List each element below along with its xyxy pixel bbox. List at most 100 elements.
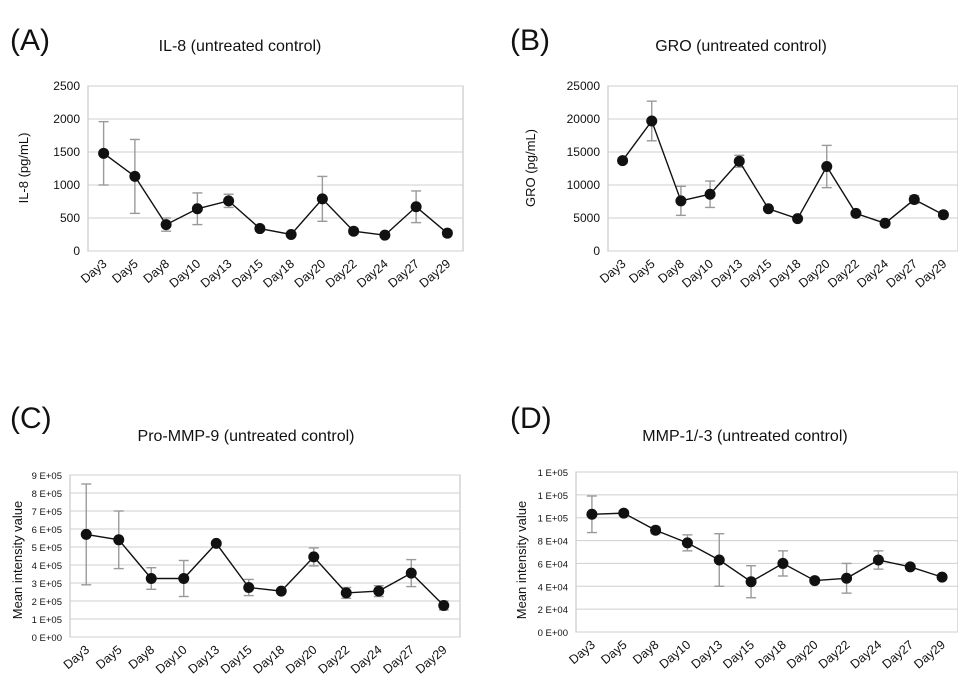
x-tick-label-d: Day20	[784, 638, 821, 672]
data-point-b	[850, 207, 862, 219]
data-point-c	[438, 600, 450, 611]
data-point-d	[745, 576, 757, 588]
data-point-d	[586, 508, 598, 520]
data-point-b	[733, 155, 745, 167]
data-point-a	[129, 170, 141, 182]
data-point-c	[80, 528, 92, 540]
data-point-c	[275, 585, 287, 597]
x-tick-label-c: Day29	[413, 643, 450, 677]
y-tick-label-a: 2000	[53, 112, 80, 126]
data-point-c	[145, 573, 157, 584]
x-tick-label-c: Day5	[93, 643, 124, 673]
x-tick-label-b: Day24	[854, 257, 891, 291]
x-tick-label-d: Day24	[848, 638, 885, 672]
x-tick-label-b: Day13	[708, 257, 745, 291]
x-tick-label-c: Day13	[185, 643, 222, 677]
data-point-a	[316, 193, 328, 205]
panel-b: (B) GRO (untreated control) GRO (pg/mL) …	[510, 24, 958, 291]
y-tick-label-d: 1 E+05	[538, 491, 568, 502]
series-line-d	[591, 512, 943, 583]
x-tick-label-d: Day27	[879, 638, 916, 672]
x-tick-label-a: Day18	[260, 257, 297, 291]
y-tick-label-c: 8 E+05	[32, 489, 62, 500]
y-tick-label-d: 8 E+04	[538, 537, 568, 548]
y-tick-label-c: 1 E+05	[32, 615, 62, 626]
data-point-d	[713, 554, 725, 566]
y-axis-label-b: GRO (pg/mL)	[523, 129, 538, 207]
x-tick-label-a: Day15	[229, 257, 266, 291]
data-point-b	[937, 209, 949, 221]
chart-title-c: Pro-MMP-9 (untreated control)	[138, 428, 355, 445]
x-tick-label-d: Day15	[720, 638, 757, 672]
x-tick-label-b: Day5	[626, 257, 657, 287]
y-tick-label-a: 1000	[53, 178, 80, 192]
panel-label-d: (D)	[510, 402, 552, 435]
x-tick-label-b: Day3	[597, 257, 628, 287]
data-point-a	[254, 223, 266, 235]
x-tick-label-c: Day3	[61, 643, 92, 673]
x-tick-label-d: Day22	[816, 638, 853, 672]
y-tick-label-c: 2 E+05	[32, 597, 62, 608]
plot-frame-a	[87, 85, 464, 252]
data-point-b	[646, 115, 658, 127]
panel-c: (C) Pro-MMP-9 (untreated control) Mean i…	[10, 402, 461, 677]
data-point-a	[160, 219, 172, 231]
data-point-c	[243, 582, 255, 593]
plot-frame-b	[607, 85, 958, 252]
data-point-d	[777, 557, 789, 569]
y-axis-label-c: Mean intensity value	[10, 501, 25, 620]
y-tick-label-d: 1 E+05	[538, 468, 568, 479]
x-tick-label-d: Day8	[630, 638, 661, 668]
y-tick-label-b: 25000	[567, 79, 601, 93]
data-point-a	[285, 229, 297, 240]
data-point-d	[936, 571, 948, 583]
x-tick-label-a: Day3	[78, 257, 109, 287]
x-tick-label-c: Day10	[153, 643, 190, 677]
data-point-d	[872, 554, 884, 566]
panel-d: (D) MMP-1/-3 (untreated control) Mean in…	[510, 402, 958, 672]
x-tick-label-b: Day15	[738, 257, 775, 291]
data-point-c	[210, 537, 222, 549]
x-tick-label-a: Day24	[354, 257, 391, 291]
data-point-a	[410, 201, 422, 213]
panel-label-b: (B)	[510, 24, 550, 57]
data-point-c	[113, 534, 125, 546]
data-point-c	[340, 587, 352, 599]
chart-title-a: IL-8 (untreated control)	[159, 38, 322, 55]
panel-a: (A) IL-8 (untreated control) IL-8 (pg/mL…	[10, 24, 464, 291]
x-tick-label-d: Day29	[911, 638, 948, 672]
chart-title-d: MMP-1/-3 (untreated control)	[642, 428, 847, 445]
data-point-d	[618, 507, 630, 519]
y-tick-label-b: 10000	[567, 178, 601, 192]
x-tick-label-b: Day22	[825, 257, 862, 291]
series-line-a	[103, 152, 448, 236]
x-tick-label-b: Day18	[767, 257, 804, 291]
data-point-b	[762, 203, 774, 215]
x-tick-label-d: Day10	[657, 638, 694, 672]
data-point-c	[373, 585, 385, 597]
x-tick-label-d: Day13	[688, 638, 725, 672]
y-tick-label-d: 1 E+05	[538, 514, 568, 525]
data-point-c	[178, 573, 190, 584]
data-point-d	[681, 537, 693, 549]
data-point-a	[379, 229, 391, 241]
data-point-a	[441, 227, 453, 239]
x-tick-label-b: Day27	[883, 257, 920, 291]
chart-title-b: GRO (untreated control)	[655, 38, 827, 55]
x-tick-label-c: Day24	[348, 643, 385, 677]
data-point-d	[809, 575, 821, 587]
x-tick-label-c: Day20	[283, 643, 320, 677]
plot-area-d: 0 E+00 2 E+04 4 E+04 6 E+04 8 E+04 1 E+05 1 E+…	[538, 468, 958, 672]
data-point-c	[308, 551, 320, 563]
data-point-a	[223, 195, 235, 207]
y-tick-label-b: 5000	[573, 211, 600, 225]
data-point-c	[405, 567, 417, 579]
y-axis-label-d: Mean intensity value	[514, 501, 529, 620]
y-tick-label-a: 500	[60, 211, 80, 225]
x-tick-label-c: Day22	[315, 643, 352, 677]
data-point-b	[821, 161, 833, 173]
x-tick-label-a: Day27	[385, 257, 422, 291]
x-tick-label-d: Day18	[752, 638, 789, 672]
data-point-b	[792, 213, 804, 225]
